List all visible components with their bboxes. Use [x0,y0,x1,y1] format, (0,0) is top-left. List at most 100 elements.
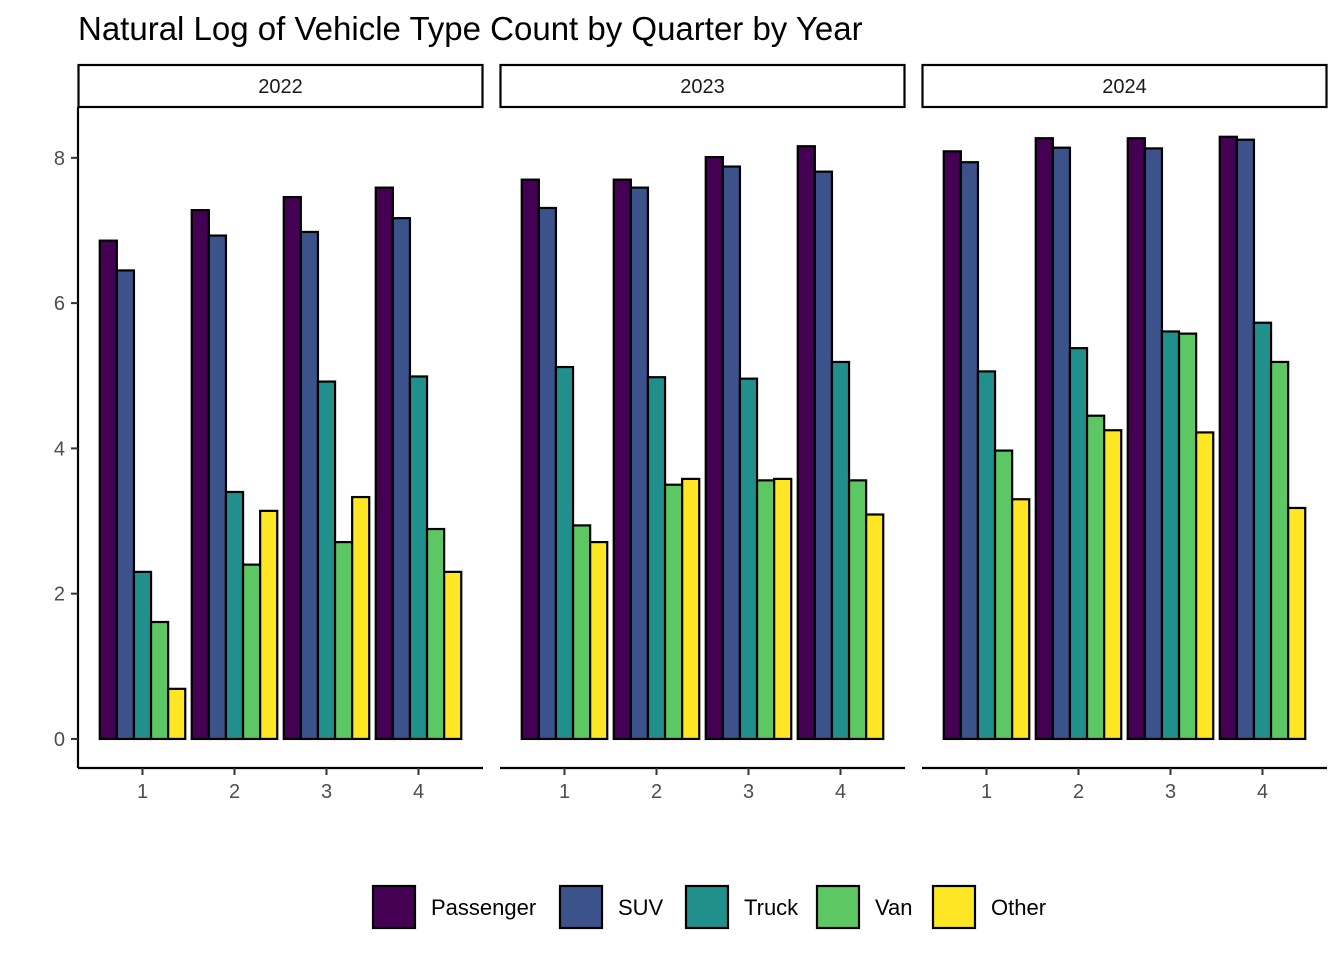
bar-other-q1 [1011,498,1031,741]
bar-truck-q2 [224,490,245,741]
x-tick-label: 3 [321,781,332,803]
bar-passenger-q2 [190,209,210,741]
bar-suv-q1 [537,206,558,741]
bar-truck-q2 [1068,347,1089,741]
bar-van-q2 [241,563,262,741]
bar-other-q2 [681,477,701,741]
x-tick-label: 1 [559,781,570,803]
legend-item-van: Van [815,884,913,930]
bar-van-q4 [425,527,446,741]
bar-passenger-q1 [520,178,540,741]
legend-swatch [931,884,977,930]
bar-suv-q4 [391,217,412,741]
bar-van-q3 [1177,332,1198,741]
bar-van-q4 [847,479,868,741]
bar-truck-q4 [1252,321,1273,741]
bar-suv-q1 [115,269,136,741]
bar-truck-q4 [830,360,851,741]
bar-other-q2 [1103,429,1123,741]
x-tick-label: 2 [651,781,662,803]
bar-suv-q2 [1051,146,1072,741]
bar-truck-q3 [316,380,337,741]
panel-strip [77,63,484,109]
panel-strip-label: 2022 [258,76,303,98]
bar-passenger-q4 [1218,135,1238,741]
y-tick-label: 0 [54,729,65,751]
bar-passenger-q3 [704,156,724,741]
bar-passenger-q3 [1126,137,1146,741]
bar-truck-q3 [738,377,759,741]
bar-other-q3 [773,477,793,741]
bar-van-q4 [1269,360,1290,741]
legend-swatch [684,884,730,930]
bar-van-q1 [993,449,1014,741]
bar-van-q2 [1085,414,1106,741]
bar-other-q3 [351,495,371,741]
bar-suv-q3 [721,165,742,741]
x-tick-label: 3 [1165,781,1176,803]
panel-2022: 2022 1 2 3 4 [77,63,484,803]
bar-suv-q4 [813,170,834,741]
legend-item-suv: SUV [558,884,664,930]
bar-van-q1 [149,620,170,741]
panel-strip-label: 2024 [1102,76,1147,98]
x-tick-label: 1 [981,781,992,803]
legend-label: Truck [744,895,799,920]
bar-other-q3 [1195,431,1215,741]
legend-label: Passenger [431,895,536,920]
legend-item-passenger: Passenger [371,884,536,930]
panel-2023: 2023 1 2 3 4 [499,63,906,803]
legend-item-truck: Truck [684,884,799,930]
legend-item-other: Other [931,884,1046,930]
bar-suv-q2 [207,234,228,741]
chart-title: Natural Log of Vehicle Type Count by Qua… [78,10,863,47]
y-tick-label: 6 [54,293,65,315]
bar-van-q2 [663,483,684,741]
x-tick-label: 1 [137,781,148,803]
panels: 2022 1 2 3 4 2023 1 2 3 4 2024 1 2 3 4 [77,63,1328,803]
bar-suv-q4 [1235,138,1256,741]
bar-suv-q3 [1143,147,1164,741]
legend-label: SUV [618,895,664,920]
bar-van-q3 [333,540,354,741]
bar-other-q2 [259,509,279,741]
bar-suv-q3 [299,230,320,741]
bar-van-q3 [755,479,776,741]
legend-swatch [815,884,861,930]
x-tick-label: 4 [1257,781,1268,803]
x-tick-label: 3 [743,781,754,803]
bar-other-q4 [865,513,885,741]
bar-passenger-q2 [612,178,632,741]
y-axis: 0 2 4 6 8 [54,107,80,768]
bar-other-q4 [1287,506,1307,741]
bar-passenger-q1 [942,150,962,741]
legend-label: Van [875,895,913,920]
bar-truck-q1 [132,570,153,741]
bar-truck-q2 [646,376,667,741]
bar-truck-q1 [976,370,997,741]
x-tick-label: 2 [229,781,240,803]
bar-passenger-q4 [796,145,816,741]
panel-strip [921,63,1328,109]
panel-strip-label: 2023 [680,76,725,98]
y-tick-label: 8 [54,148,65,170]
x-tick-label: 4 [413,781,424,803]
bar-other-q1 [589,540,609,741]
bar-passenger-q2 [1034,137,1054,741]
bar-suv-q1 [959,161,980,741]
x-tick-label: 2 [1073,781,1084,803]
legend-label: Other [991,895,1046,920]
legend: Passenger SUV Truck Van Other [371,884,1046,930]
panel-2024: 2024 1 2 3 4 [921,63,1328,803]
panel-strip [499,63,906,109]
bar-truck-q1 [554,365,575,741]
legend-swatch [558,884,604,930]
bar-van-q1 [571,524,592,741]
bar-other-q4 [443,570,463,741]
bar-truck-q4 [408,375,429,741]
bar-truck-q3 [1160,330,1181,741]
y-tick-label: 2 [54,584,65,606]
x-tick-label: 4 [835,781,846,803]
y-tick-label: 4 [54,438,65,460]
